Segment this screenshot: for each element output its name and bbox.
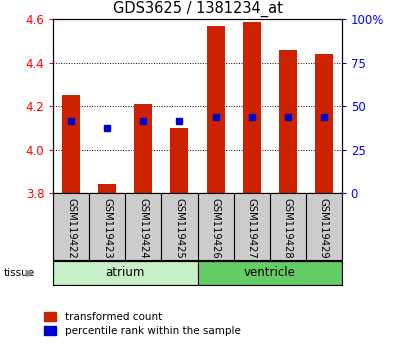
Bar xyxy=(62,95,80,193)
Text: GSM119423: GSM119423 xyxy=(102,198,113,259)
Bar xyxy=(198,261,342,285)
Text: GSM119422: GSM119422 xyxy=(66,198,76,259)
Text: GSM119425: GSM119425 xyxy=(175,198,184,259)
Text: GSM119426: GSM119426 xyxy=(211,198,220,259)
Bar xyxy=(315,54,333,193)
Text: atrium: atrium xyxy=(106,267,145,279)
Bar xyxy=(207,26,224,193)
Text: tissue: tissue xyxy=(4,268,35,278)
Text: GSM119429: GSM119429 xyxy=(319,198,329,259)
Bar xyxy=(278,50,297,193)
Text: GSM119427: GSM119427 xyxy=(246,198,257,259)
Bar xyxy=(53,261,198,285)
Text: ▶: ▶ xyxy=(26,268,34,278)
Text: GSM119428: GSM119428 xyxy=(282,198,293,259)
Bar xyxy=(243,22,261,193)
Text: ventricle: ventricle xyxy=(244,267,295,279)
Title: GDS3625 / 1381234_at: GDS3625 / 1381234_at xyxy=(113,0,282,17)
Bar xyxy=(171,128,188,193)
Legend: transformed count, percentile rank within the sample: transformed count, percentile rank withi… xyxy=(43,311,241,337)
Bar xyxy=(134,104,152,193)
Bar xyxy=(98,184,117,193)
Text: GSM119424: GSM119424 xyxy=(138,198,149,259)
